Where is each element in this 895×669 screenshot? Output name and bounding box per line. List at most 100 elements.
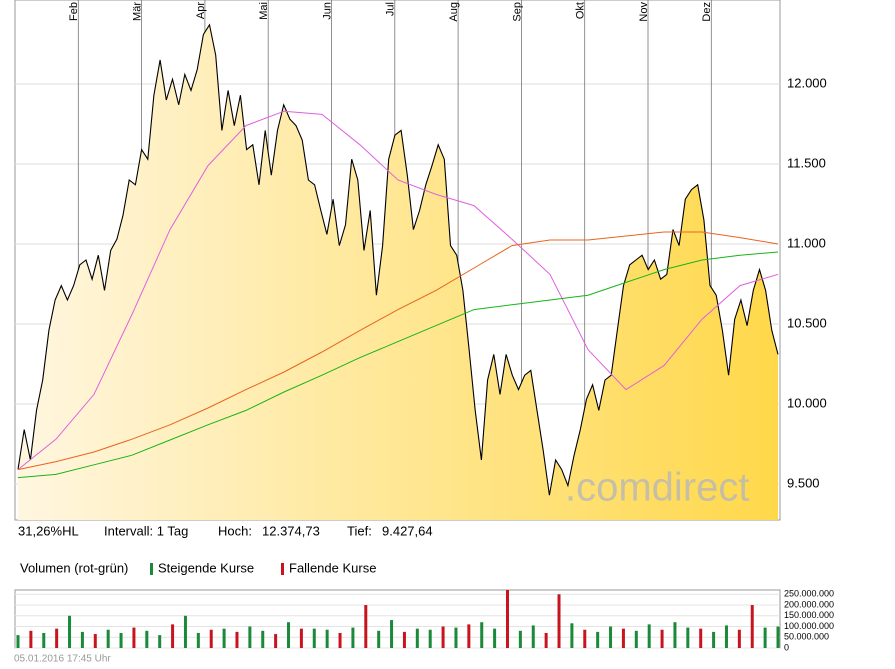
- y-tick-label: 9.500: [787, 475, 820, 490]
- volume-bar: [338, 632, 342, 648]
- y-tick-label: 11.500: [787, 155, 826, 170]
- x-tick-label: Jul: [385, 2, 397, 16]
- volume-bar: [570, 623, 574, 648]
- legend-swatch: [150, 563, 153, 575]
- volume-bar: [518, 630, 522, 648]
- volume-bar: [93, 634, 97, 648]
- x-tick-label: Nov: [638, 2, 650, 22]
- moving-average-line: [17, 251, 779, 479]
- y-tick-label: 0: [784, 642, 789, 652]
- x-tick-label: Okt: [575, 2, 587, 19]
- volume-bar: [505, 590, 509, 648]
- legend-label: Steigende Kurse: [158, 560, 254, 575]
- volume-bar: [454, 627, 458, 648]
- volume-bar: [351, 627, 355, 648]
- volume-bar: [132, 627, 136, 648]
- volume-bar: [158, 635, 162, 648]
- volume-bar: [763, 627, 767, 648]
- watermark: .comdirect: [565, 466, 750, 510]
- volume-bar: [686, 627, 690, 648]
- x-tick-label: Aug: [448, 2, 460, 22]
- info-interval: Intervall: 1 Tag: [104, 523, 188, 538]
- volume-bar: [428, 629, 432, 648]
- volume-bar: [325, 629, 329, 648]
- y-tick-label: 10.000: [787, 395, 827, 410]
- volume-bar: [724, 625, 728, 648]
- volume-bar: [312, 628, 316, 648]
- x-tick-label: Sep: [511, 2, 523, 22]
- volume-bar: [287, 622, 291, 648]
- volume-bar: [171, 624, 175, 648]
- volume-bar: [274, 634, 278, 648]
- volume-bar: [55, 628, 59, 648]
- volume-bar: [467, 624, 471, 648]
- volume-bar: [183, 615, 187, 648]
- x-tick-label: Jun: [321, 2, 333, 20]
- volume-bar: [660, 629, 664, 648]
- y-tick-label: 150.000.000: [784, 610, 834, 620]
- volume-bar: [390, 620, 394, 648]
- volume-bar: [634, 630, 638, 648]
- moving-average-line: [17, 231, 779, 471]
- volume-bar: [377, 630, 381, 648]
- volume-bar: [531, 625, 535, 648]
- y-tick-label: 250.000.000: [784, 589, 834, 599]
- volume-bar: [544, 632, 548, 648]
- volume-bar: [209, 629, 213, 648]
- volume-bar: [776, 626, 780, 648]
- volume-bar: [119, 632, 123, 648]
- volume-bar: [647, 624, 651, 648]
- volume-frame: [14, 589, 781, 649]
- volume-bar: [145, 630, 149, 648]
- price-line: [17, 23, 779, 496]
- volume-bar: [299, 628, 303, 648]
- legend-label: Fallende Kurse: [289, 560, 376, 575]
- info-high-label: Hoch:: [218, 523, 252, 538]
- volume-bar: [106, 629, 110, 648]
- volume-bar: [583, 629, 587, 648]
- info-high: 12.374,73: [262, 523, 320, 538]
- volume-bar: [609, 626, 613, 648]
- volume-bar: [364, 605, 368, 648]
- volume-bar: [621, 628, 625, 648]
- volume-bar: [222, 628, 226, 648]
- volume-bar: [673, 622, 677, 648]
- volume-bar: [557, 594, 561, 648]
- y-tick-label: 11.000: [787, 235, 826, 250]
- volume-bar: [42, 632, 46, 648]
- volume-bar: [699, 628, 703, 648]
- volume-bar: [493, 628, 497, 648]
- y-tick-label: 10.500: [787, 315, 827, 330]
- volume-bar: [596, 631, 600, 648]
- moving-average-line: [17, 110, 779, 470]
- x-tick-label: Dez: [701, 2, 713, 22]
- info-low-label: Tief:: [347, 523, 372, 538]
- volume-bar: [712, 631, 716, 648]
- x-tick-label: Mär: [132, 2, 144, 21]
- volume-bar: [480, 622, 484, 648]
- volume-bar: [235, 631, 239, 648]
- legend-swatch: [281, 563, 284, 575]
- x-tick-label: Feb: [68, 2, 80, 21]
- volume-bar: [737, 629, 741, 648]
- volume-bar: [402, 631, 406, 648]
- y-tick-label: 12.000: [787, 75, 827, 90]
- y-tick-label: 100.000.000: [784, 621, 834, 631]
- volume-bar: [29, 630, 33, 648]
- volume-bar: [68, 615, 72, 648]
- volume-bar: [80, 631, 84, 648]
- x-tick-label: Apr: [195, 2, 207, 19]
- volume-bar: [248, 626, 252, 648]
- x-tick-label: Mai: [258, 2, 270, 20]
- volume-bar: [415, 628, 419, 648]
- y-tick-label: 200.000.000: [784, 599, 834, 609]
- y-tick-label: 50.000.000: [784, 632, 829, 642]
- volume-title: Volumen (rot-grün): [20, 560, 128, 575]
- info-range: 31,26%HL: [18, 523, 79, 538]
- volume-bar: [196, 632, 200, 648]
- volume-bar: [441, 626, 445, 648]
- volume-bar: [750, 605, 754, 648]
- info-low: 9.427,64: [382, 523, 433, 538]
- timestamp: 05.01.2016 17:45 Uhr: [14, 654, 111, 665]
